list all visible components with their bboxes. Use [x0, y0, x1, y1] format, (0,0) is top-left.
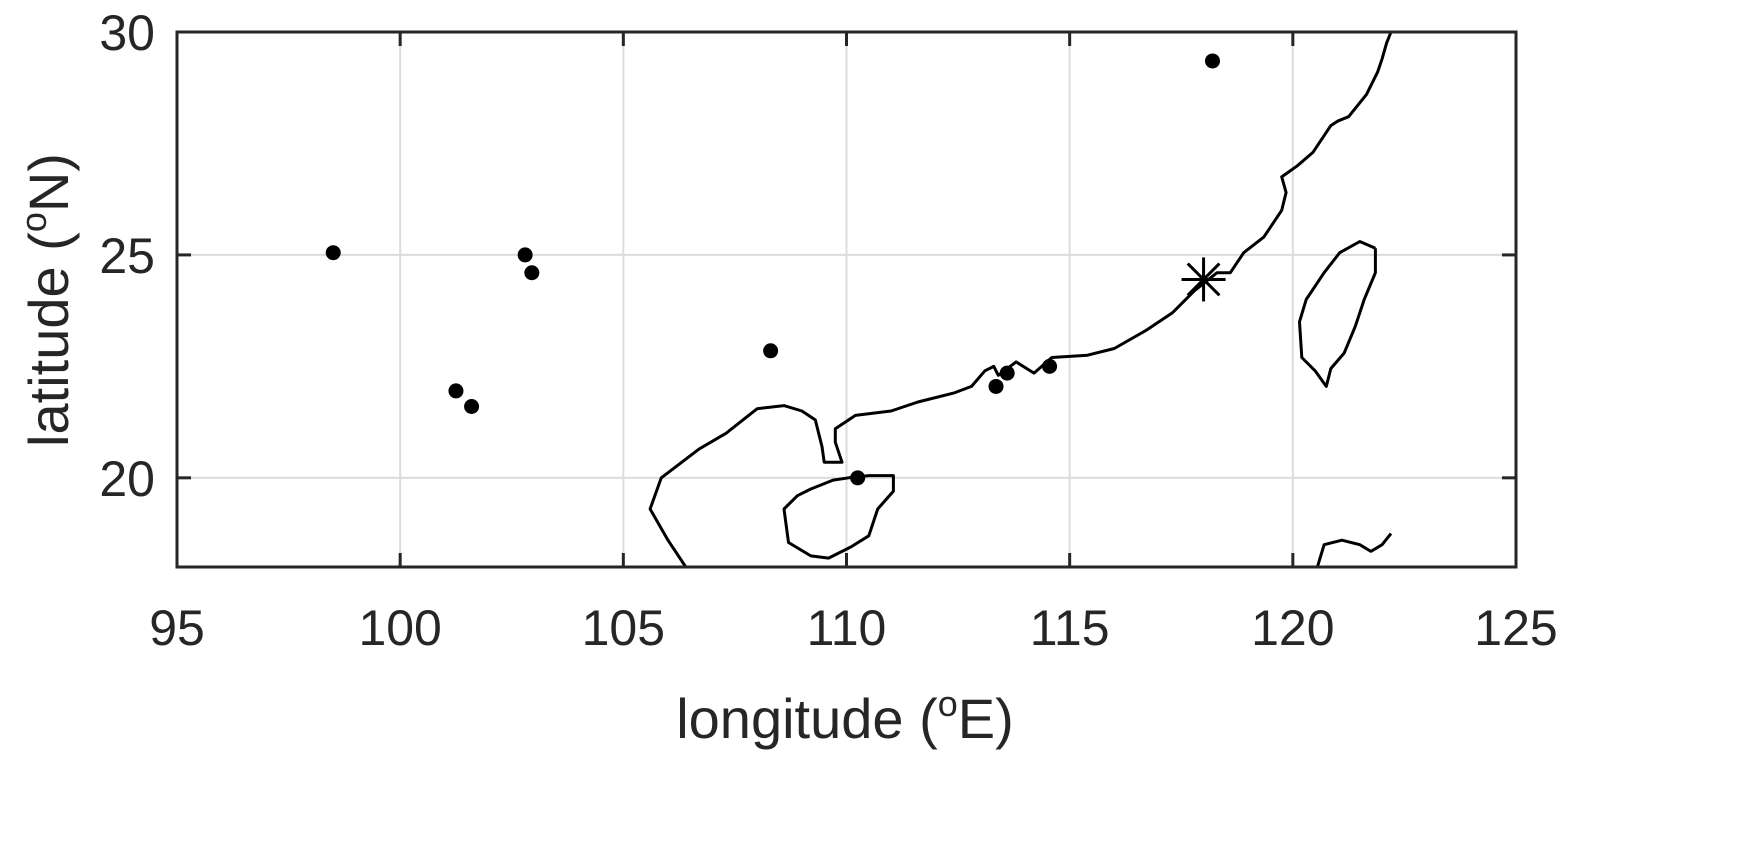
- mainland-coast: [648, 31, 1393, 568]
- x-tick-label: 95: [149, 600, 205, 656]
- x-tick-label: 125: [1474, 600, 1557, 656]
- x-tick-label: 110: [807, 600, 887, 656]
- x-tick-labels: 95 100 105 110 115 120 125: [149, 600, 1558, 656]
- station-marker: [464, 399, 480, 414]
- y-tick-label: 30: [99, 5, 155, 61]
- y-tick-label: 20: [99, 451, 155, 507]
- axis-ticks: [175, 30, 1518, 567]
- station-marker: [517, 247, 533, 263]
- station-marker: [325, 245, 341, 261]
- station-marker: [524, 265, 540, 281]
- x-tick-label: 105: [582, 600, 665, 656]
- x-axis-label: longitude (oE): [676, 683, 1014, 750]
- station-marker: [763, 343, 779, 359]
- taiwan-island: [1298, 240, 1377, 388]
- y-tick-label: 25: [99, 228, 155, 284]
- coastlines: [648, 31, 1393, 568]
- luzon-coast: [1315, 532, 1393, 568]
- station-marker: [850, 470, 866, 486]
- gridlines: [176, 31, 1517, 567]
- y-axis-label: latitude (oN): [13, 153, 80, 447]
- station-marker: [999, 365, 1015, 381]
- station-marker: [1204, 53, 1220, 69]
- hainan-island: [782, 474, 895, 560]
- x-tick-label: 120: [1251, 600, 1334, 656]
- reference-asterisk-marker: [1181, 257, 1226, 302]
- asterisk-stroke: [1186, 262, 1221, 297]
- y-tick-labels: 20 25 30: [99, 5, 155, 507]
- station-marker: [988, 378, 1004, 394]
- reference-site: [1181, 257, 1226, 302]
- x-tick-label: 115: [1030, 600, 1110, 656]
- station-marker: [1042, 358, 1058, 374]
- station-marker: [448, 383, 464, 399]
- stations: [325, 53, 1220, 486]
- x-tick-label: 100: [358, 600, 441, 656]
